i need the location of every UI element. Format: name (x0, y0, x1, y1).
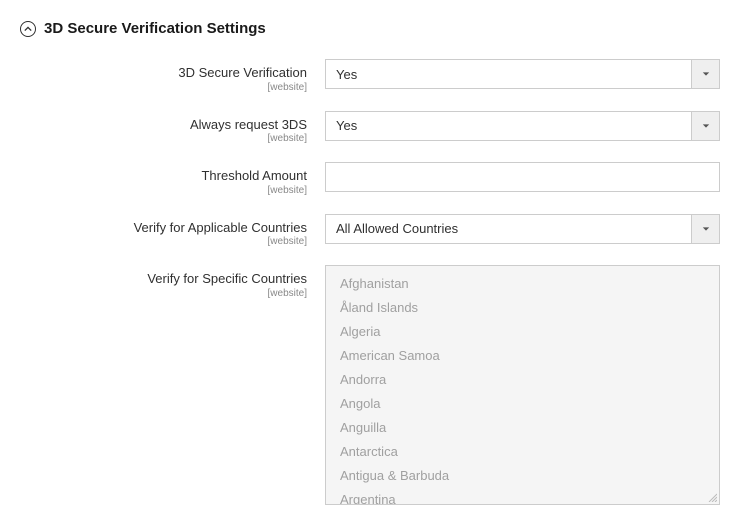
country-option[interactable]: Åland Islands (340, 296, 719, 320)
field-label-col: 3D Secure Verification [website] (20, 59, 325, 95)
field-label-col: Threshold Amount [website] (20, 162, 325, 198)
field-label: Verify for Specific Countries (20, 271, 307, 287)
field-threshold-amount: Threshold Amount [website] (20, 162, 720, 198)
country-option[interactable]: Anguilla (340, 416, 719, 440)
field-scope: [website] (20, 81, 307, 95)
field-always-request-3ds: Always request 3DS [website] Yes (20, 111, 720, 147)
chevron-up-icon (20, 21, 36, 37)
field-scope: [website] (20, 184, 307, 198)
country-option[interactable]: Afghanistan (340, 272, 719, 296)
field-label-col: Always request 3DS [website] (20, 111, 325, 147)
country-option[interactable]: Argentina (340, 488, 719, 504)
field-label: Always request 3DS (20, 117, 307, 133)
field-label: 3D Secure Verification (20, 65, 307, 81)
always-request-3ds-select[interactable]: Yes (325, 111, 720, 141)
select-value: Yes (326, 67, 691, 82)
field-label-col: Verify for Specific Countries [website] (20, 265, 325, 301)
field-scope: [website] (20, 132, 307, 146)
country-option[interactable]: American Samoa (340, 344, 719, 368)
specific-countries-multiselect[interactable]: AfghanistanÅland IslandsAlgeriaAmerican … (325, 265, 720, 505)
threshold-amount-input[interactable] (325, 162, 720, 192)
select-value: All Allowed Countries (326, 221, 691, 236)
country-option[interactable]: Antigua & Barbuda (340, 464, 719, 488)
select-value: Yes (326, 118, 691, 133)
field-label: Threshold Amount (20, 168, 307, 184)
caret-down-icon (691, 215, 719, 243)
caret-down-icon (691, 112, 719, 140)
3d-secure-verification-select[interactable]: Yes (325, 59, 720, 89)
field-scope: [website] (20, 287, 307, 301)
field-specific-countries: Verify for Specific Countries [website] … (20, 265, 720, 505)
country-option[interactable]: Antarctica (340, 440, 719, 464)
field-3d-secure-verification: 3D Secure Verification [website] Yes (20, 59, 720, 95)
field-applicable-countries: Verify for Applicable Countries [website… (20, 214, 720, 250)
field-label-col: Verify for Applicable Countries [website… (20, 214, 325, 250)
applicable-countries-select[interactable]: All Allowed Countries (325, 214, 720, 244)
section-header[interactable]: 3D Secure Verification Settings (20, 20, 720, 37)
country-option[interactable]: Algeria (340, 320, 719, 344)
field-label: Verify for Applicable Countries (20, 220, 307, 236)
country-option[interactable]: Andorra (340, 368, 719, 392)
country-option[interactable]: Angola (340, 392, 719, 416)
section-title: 3D Secure Verification Settings (44, 20, 266, 37)
field-scope: [website] (20, 235, 307, 249)
caret-down-icon (691, 60, 719, 88)
